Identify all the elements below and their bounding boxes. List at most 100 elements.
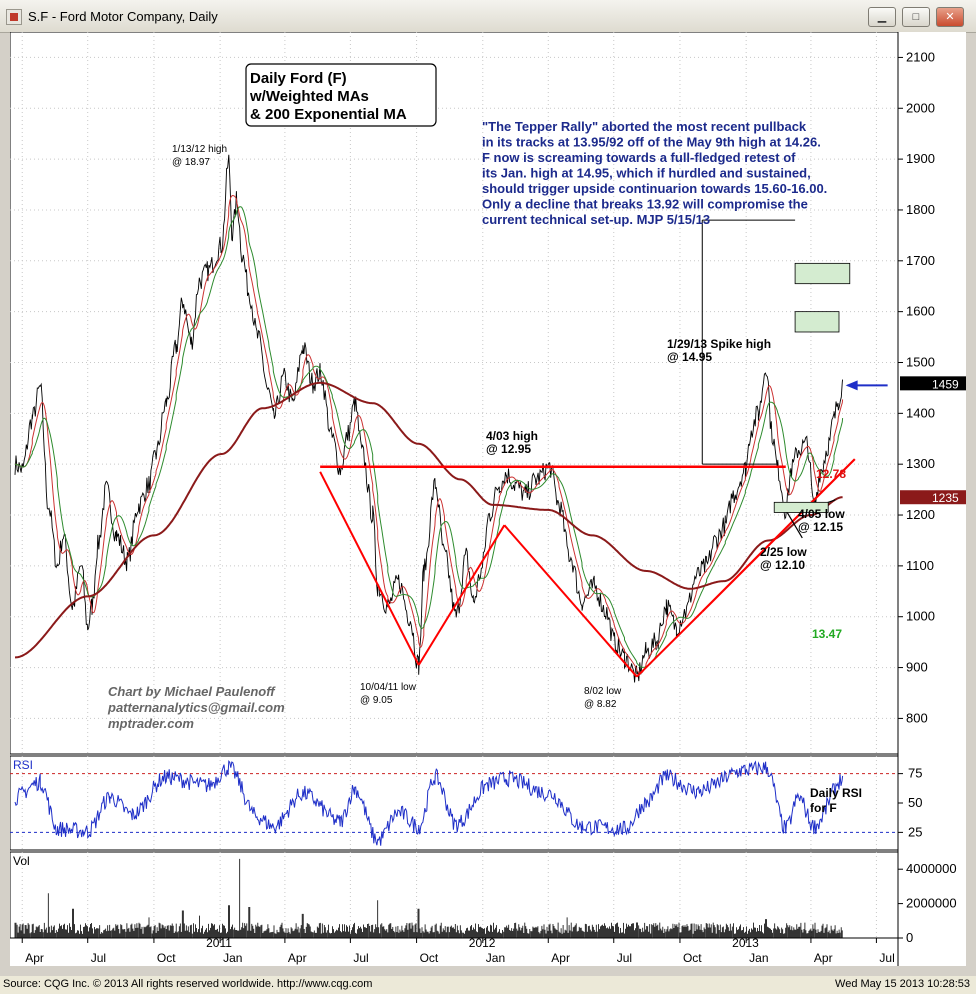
chart-svg: Apr Jul Oct Jan Apr Jul Oct Jan Apr Jul Oct Jan Apr J…	[9, 31, 966, 966]
window-title: S.F - Ford Motor Company, Daily	[28, 9, 218, 24]
maximize-button[interactable]: □	[902, 7, 930, 27]
support-box	[773, 501, 829, 513]
label-high-2011: @ 18.97	[172, 157, 210, 168]
y-tick-label: 1300	[906, 456, 935, 471]
rsi-label: Daily RSI	[810, 786, 862, 800]
rsi-y-tick-label: 75	[908, 766, 922, 781]
y-tick-label: 1500	[906, 354, 935, 369]
ema-200-series	[15, 381, 843, 659]
x-tick-label: Jan	[486, 951, 505, 965]
label-spike-high: @ 14.95	[667, 350, 712, 364]
pattern-line	[503, 524, 638, 678]
rsi-title: RSI	[13, 758, 33, 772]
year-label: 2013	[732, 936, 759, 950]
x-tick-label: Jan	[749, 951, 768, 965]
x-tick-label: Jul	[353, 951, 368, 965]
rsi-y-tick-label: 50	[908, 795, 922, 810]
label-low-2012: 8/02 low	[584, 686, 622, 697]
weighted-ma-fast	[14, 194, 844, 674]
app-icon	[6, 9, 22, 25]
y-tick-label: 2100	[906, 49, 935, 64]
x-tick-label: Apr	[25, 951, 44, 965]
volume-bars	[14, 858, 843, 938]
x-tick-label: Apr	[814, 951, 833, 965]
y-tick-label: 2000	[906, 100, 935, 115]
label-level-1278: 12.78	[816, 467, 846, 481]
y-tick-label: 1800	[906, 202, 935, 217]
target-box-1560	[794, 311, 840, 333]
y-tick-label: 1900	[906, 151, 935, 166]
volume-y-tick-label: 4000000	[906, 861, 957, 876]
y-tick-label: 1200	[906, 507, 935, 522]
current-price-arrowhead	[845, 380, 858, 391]
rsi-panel	[9, 755, 899, 851]
x-tick-label: Apr	[551, 951, 570, 965]
commentary-line: its Jan. high at 14.95, which if hurdled…	[482, 166, 811, 181]
label-high-2012: 4/03 high	[486, 429, 538, 443]
chart-title-line: w/Weighted MAs	[249, 88, 369, 105]
price-tag-label: 1235	[932, 491, 959, 505]
label-low-0225: 2/25 low	[760, 545, 807, 559]
price-panel	[9, 31, 899, 755]
title-box	[245, 63, 437, 127]
source-text: Source: CQG Inc. © 2013 All rights reser…	[3, 978, 373, 990]
rsi-label: for F	[810, 801, 837, 815]
x-tick-label: Jul	[617, 951, 632, 965]
credit-line: patternanalytics@gmail.com	[107, 700, 285, 715]
commentary-line: Only a decline that breaks 13.92 will co…	[482, 197, 808, 212]
label-spike-high: 1/29/13 Spike high	[667, 337, 771, 351]
price-tag	[900, 376, 966, 391]
x-tick-label: Oct	[683, 951, 702, 965]
uptrend-line	[701, 458, 856, 613]
weighted-ma-slow	[14, 206, 844, 668]
commentary-line: "The Tepper Rally" aborted the most rece…	[482, 119, 807, 134]
year-label: 2011	[206, 936, 232, 950]
pattern-line	[636, 610, 703, 678]
chart-title-line: & 200 Exponential MA	[250, 106, 407, 123]
volume-panel	[9, 851, 899, 939]
x-tick-label: Apr	[288, 951, 307, 965]
x-tick-label: Jul	[91, 951, 106, 965]
x-tick-label: Jul	[879, 951, 894, 965]
y-tick-label: 1700	[906, 253, 935, 268]
commentary-line: F now is screaming towards a full-fledge…	[482, 150, 796, 165]
volume-title: Vol	[13, 854, 30, 868]
minimize-button[interactable]: ▁	[868, 7, 896, 27]
pattern-line	[417, 524, 506, 666]
status-bar: Source: CQG Inc. © 2013 All rights reser…	[0, 976, 976, 994]
label-low-0405: @ 12.15	[798, 520, 843, 534]
chart-title-line: Daily Ford (F)	[250, 70, 347, 87]
target-box-1600	[794, 262, 851, 285]
price-tag-label: 1459	[932, 377, 959, 391]
label-low-2012: @ 8.82	[584, 699, 617, 710]
year-label: 2012	[469, 936, 496, 950]
label-low-0405: 4/05 low	[798, 507, 845, 521]
label-high-2011: 1/13/12 high	[172, 144, 227, 155]
label-low-0225: @ 12.10	[760, 558, 805, 572]
commentary-line: should trigger upside continuarion towar…	[482, 181, 827, 196]
window-titlebar: S.F - Ford Motor Company, Daily ▁ □ ✕	[0, 0, 976, 33]
commentary-line: in its tracks at 13.95/92 off of the May…	[482, 135, 821, 150]
y-tick-label: 1600	[906, 304, 935, 319]
low-pointer	[785, 509, 803, 539]
chart-area: Apr Jul Oct Jan Apr Jul Oct Jan Apr Jul Oct Jan Apr J…	[9, 31, 966, 966]
label-high-2012: @ 12.95	[486, 442, 531, 456]
label-low-2011: 10/04/11 low	[360, 682, 417, 693]
volume-y-tick-label: 2000000	[906, 896, 957, 911]
timestamp-text: Wed May 15 2013 10:28:53	[835, 978, 970, 990]
close-button[interactable]: ✕	[936, 7, 964, 27]
commentary-line: current technical set-up. MJP 5/15/13	[482, 212, 710, 227]
label-low-2011: @ 9.05	[360, 695, 393, 706]
y-tick-label: 800	[906, 710, 928, 725]
pattern-line	[319, 471, 420, 666]
x-tick-label: Jan	[223, 951, 242, 965]
label-level-1347: 13.47	[812, 627, 842, 641]
x-tick-label: Oct	[157, 951, 176, 965]
volume-y-tick-label: 0	[906, 930, 913, 945]
y-tick-label: 1100	[906, 558, 934, 573]
x-tick-label: Oct	[420, 951, 439, 965]
y-tick-label: 900	[906, 660, 928, 675]
credit-line: Chart by Michael Paulenoff	[108, 684, 276, 699]
y-tick-label: 1400	[906, 405, 935, 420]
y-tick-label: 1000	[906, 609, 935, 624]
